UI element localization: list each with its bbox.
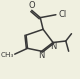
Text: CH₃: CH₃	[1, 52, 14, 58]
Text: N: N	[38, 51, 44, 60]
Text: O: O	[28, 1, 35, 10]
Text: Cl: Cl	[58, 10, 66, 19]
Text: N: N	[50, 42, 57, 51]
